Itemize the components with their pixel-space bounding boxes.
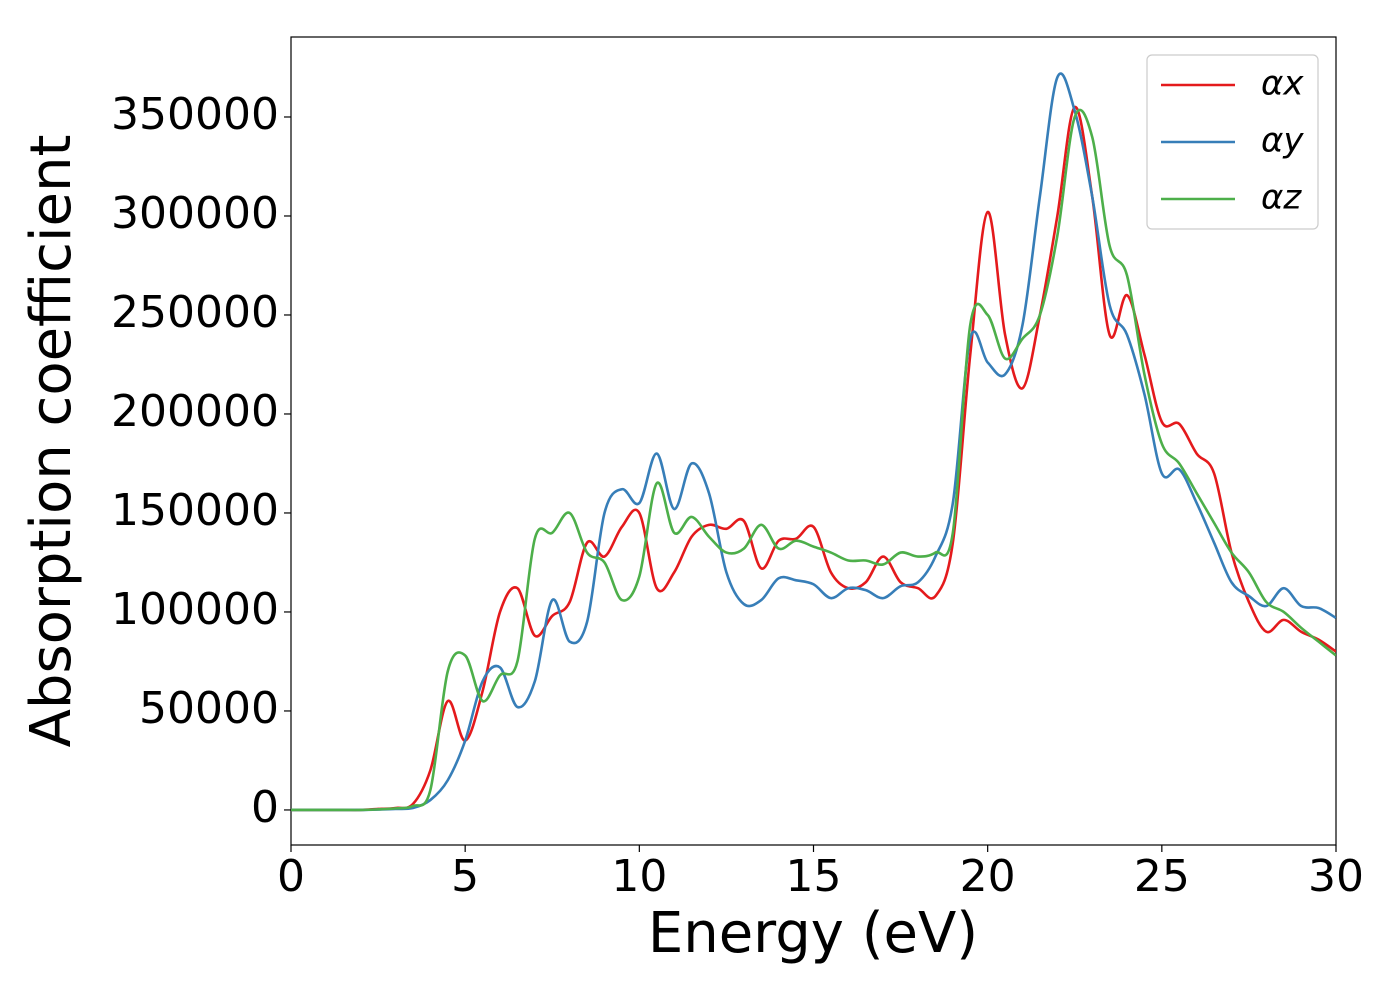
y-tick-label: 0 (251, 782, 279, 833)
y-tick-label: 150000 (111, 485, 279, 536)
data-line (291, 108, 1336, 812)
y-tick-label: 100000 (111, 584, 279, 635)
legend-label: αz (1261, 178, 1302, 218)
x-tick-label: 0 (277, 851, 305, 902)
x-tick-label: 15 (786, 851, 842, 902)
legend-label: αx (1261, 64, 1304, 104)
y-tick-label: 300000 (111, 188, 279, 239)
x-tick-label: 10 (611, 851, 667, 902)
legend-label: αy (1261, 121, 1304, 161)
y-tick-label: 200000 (111, 386, 279, 437)
x-tick-label: 25 (1134, 851, 1190, 902)
data-line (291, 105, 1336, 812)
y-tick-label: 350000 (111, 89, 279, 140)
x-tick-label: 20 (960, 851, 1016, 902)
y-tick-label: 250000 (111, 287, 279, 338)
y-tick-label: 50000 (139, 683, 279, 734)
x-tick-label: 30 (1308, 851, 1364, 902)
x-axis-label: Energy (eV) (648, 901, 978, 966)
data-line (291, 72, 1336, 812)
x-tick-label: 5 (451, 851, 479, 902)
y-axis-label: Absorption coefficient (19, 135, 84, 748)
